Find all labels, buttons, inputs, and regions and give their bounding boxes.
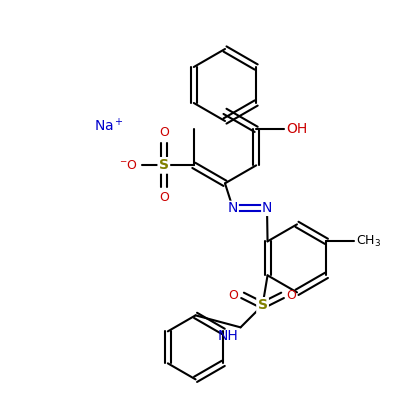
Text: N: N	[228, 201, 238, 215]
Text: O: O	[229, 289, 238, 302]
Text: $^{-}$O: $^{-}$O	[119, 159, 138, 172]
Text: Na$^+$: Na$^+$	[94, 117, 124, 134]
Text: O: O	[159, 126, 169, 139]
Text: S: S	[258, 298, 268, 312]
Text: O: O	[159, 191, 169, 204]
Text: N: N	[262, 201, 272, 215]
Text: OH: OH	[286, 122, 308, 136]
Text: S: S	[159, 158, 169, 172]
Text: NH: NH	[218, 329, 238, 343]
Text: CH$_3$: CH$_3$	[356, 234, 382, 249]
Text: O: O	[286, 289, 296, 302]
